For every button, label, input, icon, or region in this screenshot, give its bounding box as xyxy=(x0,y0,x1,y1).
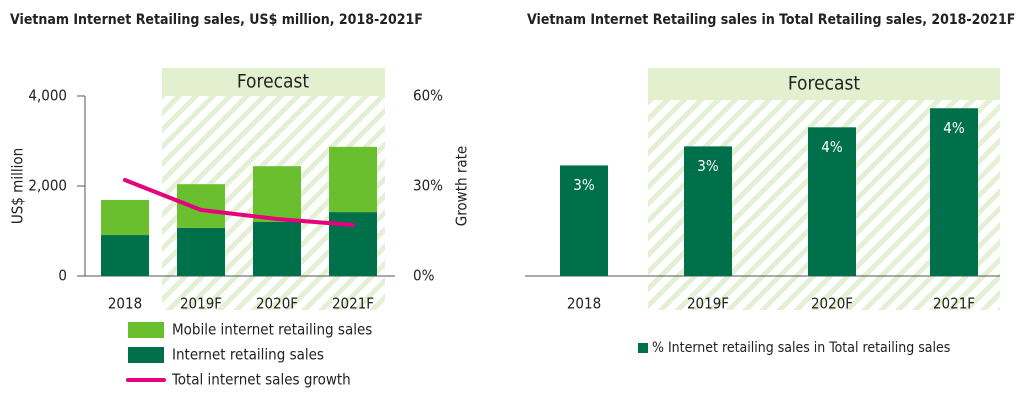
data-label: 4% xyxy=(821,138,843,156)
chart-title: Vietnam Internet Retailing sales in Tota… xyxy=(527,12,1015,28)
y-tick-label: 2,000 xyxy=(28,177,67,195)
forecast-label: Forecast xyxy=(788,73,861,95)
legend-label: % Internet retailing sales in Total reta… xyxy=(652,340,950,356)
y2-axis-label: Growth rate xyxy=(453,146,471,227)
x-tick-label: 2018 xyxy=(108,295,142,313)
legend-label: Total internet sales growth xyxy=(171,371,351,389)
y-tick-label: 4,000 xyxy=(28,87,67,105)
bar xyxy=(808,127,856,276)
x-tick-label: 2021F xyxy=(332,295,374,313)
forecast-header xyxy=(162,68,385,96)
bar xyxy=(253,166,301,222)
forecast-header xyxy=(648,68,1000,100)
bar xyxy=(329,146,377,213)
y2-tick-label: 0% xyxy=(413,267,435,285)
x-tick-label: 2019F xyxy=(180,295,222,313)
legend-swatch xyxy=(128,347,164,363)
bar xyxy=(930,108,978,276)
forecast-label: Forecast xyxy=(237,71,310,93)
y2-tick-label: 60% xyxy=(413,87,443,105)
y2-tick-label: 30% xyxy=(413,177,443,195)
bar xyxy=(684,146,732,276)
legend-label: Internet retailing sales xyxy=(172,346,324,364)
y-axis-label: US$ million xyxy=(9,148,27,224)
line xyxy=(123,178,355,227)
data-label: 4% xyxy=(943,119,965,137)
bar xyxy=(177,184,225,228)
bar xyxy=(101,235,149,276)
data-label: 3% xyxy=(573,176,595,194)
x-tick-label: 2020F xyxy=(256,295,298,313)
legend-label: Mobile internet retailing sales xyxy=(172,321,372,339)
x-tick-label: 2018 xyxy=(567,295,601,313)
legend-swatch xyxy=(638,343,648,353)
chart-title: Vietnam Internet Retailing sales, US$ mi… xyxy=(10,12,423,28)
bar xyxy=(253,222,301,276)
bar xyxy=(101,199,149,236)
bar xyxy=(177,227,225,276)
x-tick-label: 2019F xyxy=(687,295,729,313)
x-tick-label: 2020F xyxy=(811,295,853,313)
legend-swatch xyxy=(128,322,164,338)
x-tick-label: 2021F xyxy=(933,295,975,313)
bar xyxy=(560,165,608,276)
y-tick-label: 0 xyxy=(58,267,67,285)
data-label: 3% xyxy=(697,157,719,175)
